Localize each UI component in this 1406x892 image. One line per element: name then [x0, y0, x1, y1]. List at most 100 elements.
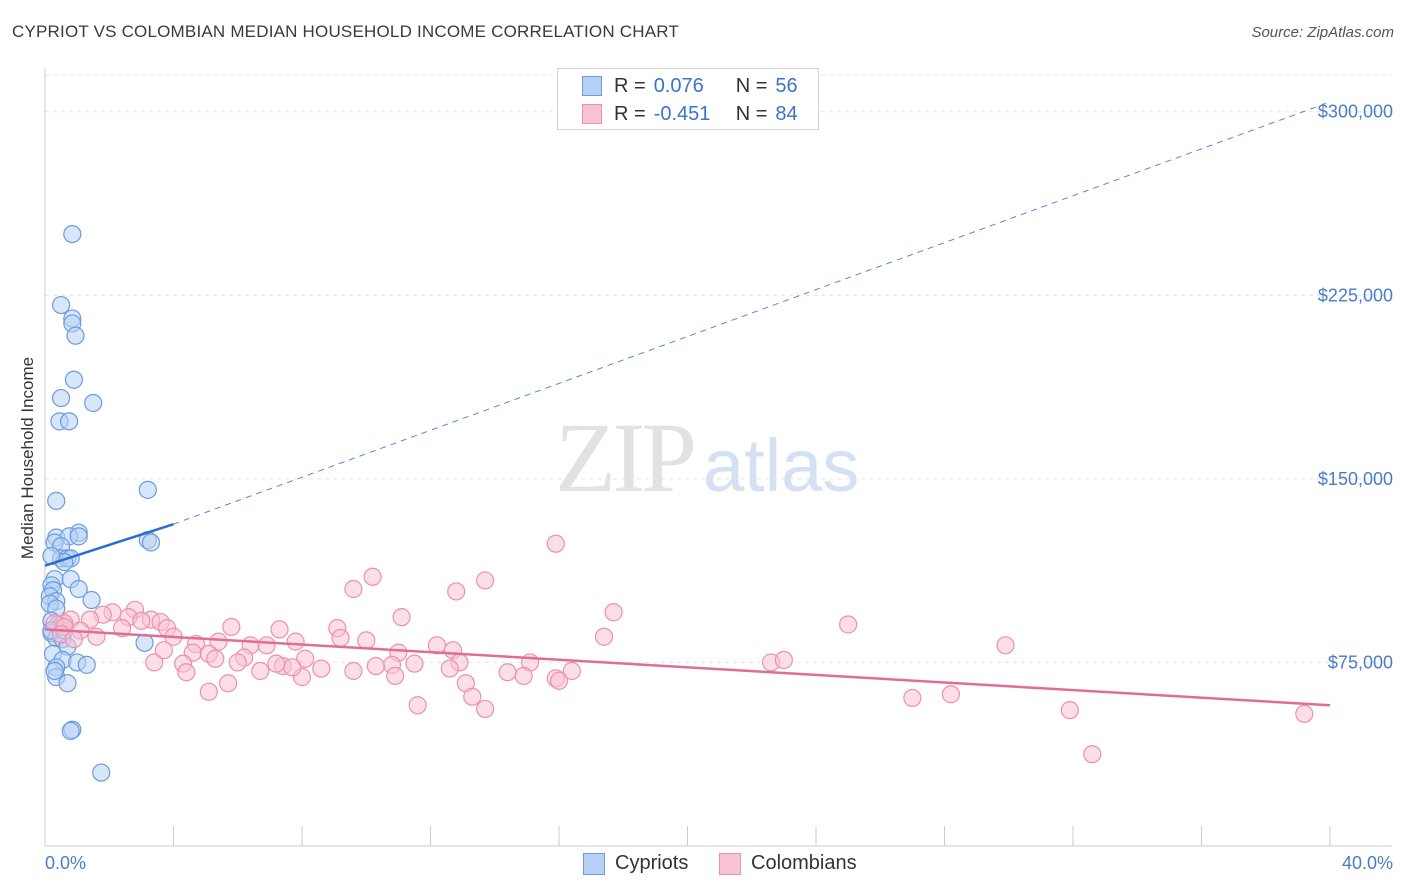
tick-labels: $75,000 $150,000 $225,000 $300,000 0.0% 40.0% — [45, 102, 1393, 873]
series-colombians — [45, 534, 1314, 764]
source-label: Source: ZipAtlas.com — [1251, 24, 1394, 41]
data-point — [141, 533, 161, 552]
legend-n-label: N = — [735, 74, 768, 97]
legend: R = 0.076 N = 56 R = -0.451 N = 84 — [557, 68, 819, 130]
data-point — [69, 579, 88, 599]
data-point — [1060, 701, 1079, 720]
bottom-legend-swatch-cypriots — [583, 852, 605, 875]
data-point — [296, 649, 315, 668]
legend-row-cypriots: R = 0.076 N = 56 — [558, 72, 798, 100]
data-point — [366, 656, 385, 676]
data-point — [64, 630, 84, 649]
y-tick-label: $75,000 — [1328, 652, 1393, 672]
legend-r-value: -0.451 — [653, 102, 711, 125]
data-point — [63, 224, 82, 244]
data-point — [331, 628, 350, 648]
data-point — [408, 696, 427, 715]
data-point — [145, 653, 164, 672]
data-point — [177, 663, 196, 682]
data-point — [405, 654, 424, 673]
data-point — [257, 636, 276, 655]
data-point — [154, 641, 173, 660]
data-point — [138, 480, 157, 499]
y-tick-label: $300,000 — [1318, 102, 1393, 122]
data-point — [59, 412, 79, 431]
data-point — [344, 579, 363, 599]
data-point — [51, 295, 71, 315]
data-point — [996, 636, 1015, 655]
data-point — [1083, 745, 1102, 764]
watermark-zip: ZIP — [555, 402, 697, 513]
data-point — [941, 685, 961, 704]
data-point — [562, 661, 581, 681]
watermark: ZIP atlas — [555, 400, 859, 515]
legend-n-value: 56 — [775, 74, 798, 97]
data-point — [440, 659, 459, 678]
data-point — [392, 608, 411, 627]
data-point — [386, 666, 405, 685]
watermark-atlas: atlas — [703, 424, 860, 507]
data-point — [267, 654, 286, 673]
bottom-legend-label-cypriots: Cypriots — [615, 852, 689, 874]
data-point — [594, 627, 614, 646]
data-point — [222, 617, 241, 637]
data-point — [286, 632, 305, 651]
data-point — [774, 650, 793, 670]
legend-swatch-cypriots — [582, 76, 602, 96]
data-point — [199, 682, 218, 701]
data-point — [903, 688, 922, 708]
legend-n-value: 84 — [775, 102, 798, 125]
data-point — [270, 620, 289, 639]
legend-n-label: N = — [735, 102, 768, 125]
bottom-legend-label-colombians: Colombians — [751, 852, 857, 874]
y-tick-label: $150,000 — [1318, 469, 1393, 489]
data-point — [549, 671, 569, 690]
data-point — [82, 590, 101, 610]
data-point — [47, 491, 66, 510]
legend-swatch-colombians — [582, 104, 602, 124]
series-cypriots — [40, 224, 161, 782]
data-point — [476, 699, 495, 719]
legend-r-label: R = — [614, 102, 646, 125]
bottom-legend-cypriots: Cypriots — [583, 852, 688, 875]
data-point — [87, 627, 106, 646]
data-point — [77, 655, 96, 674]
data-point — [514, 666, 533, 685]
legend-r-label: R = — [614, 74, 646, 97]
axes — [44, 68, 1392, 847]
y-tick-label: $225,000 — [1318, 285, 1393, 305]
data-point — [283, 658, 302, 677]
data-point — [604, 603, 623, 622]
data-point — [69, 527, 88, 546]
x-tick-label: 40.0% — [1342, 853, 1393, 873]
data-point — [219, 674, 238, 693]
data-point — [51, 388, 71, 408]
data-point — [61, 721, 80, 741]
data-point — [206, 649, 225, 668]
trend-line-cypriots — [44, 522, 174, 567]
data-point — [312, 659, 331, 678]
data-point — [463, 687, 482, 706]
legend-r-value: 0.076 — [653, 74, 704, 97]
data-point — [92, 763, 111, 782]
data-point — [132, 611, 151, 630]
data-point — [498, 663, 517, 682]
data-point — [839, 615, 858, 634]
bottom-legend-swatch-colombians — [719, 852, 741, 875]
data-point — [58, 674, 77, 693]
bottom-legend-colombians: Colombians — [719, 852, 857, 875]
data-point — [45, 661, 64, 681]
data-point — [476, 571, 495, 590]
trend-line-colombians — [44, 628, 1331, 707]
x-tick-label: 0.0% — [45, 853, 86, 873]
data-point — [1295, 704, 1314, 723]
trend-lines — [44, 101, 1331, 707]
data-point — [447, 582, 466, 601]
grid-lines — [45, 74, 1392, 663]
trend-line-cypriots-extension — [173, 101, 1331, 525]
legend-row-colombians: R = -0.451 N = 84 — [558, 100, 798, 128]
data-point — [228, 653, 247, 672]
data-point — [209, 632, 228, 651]
data-point — [112, 619, 132, 638]
